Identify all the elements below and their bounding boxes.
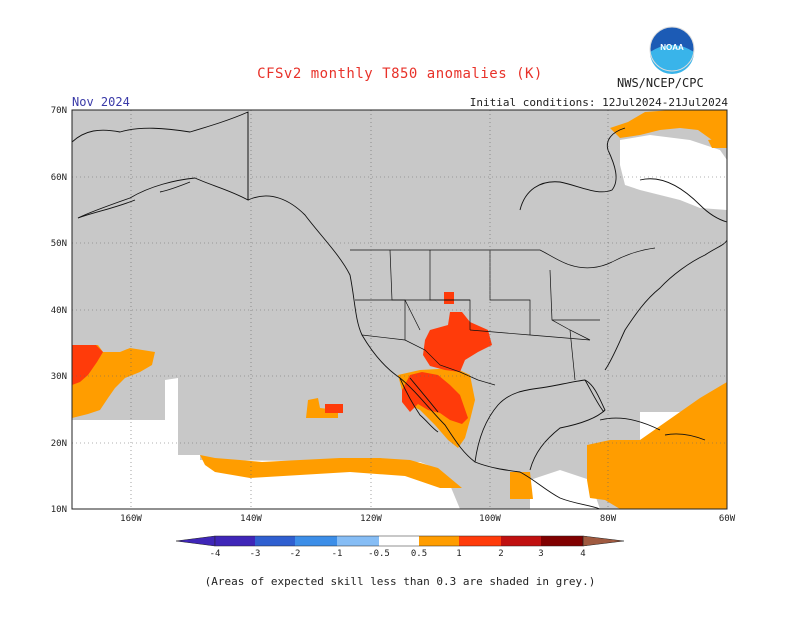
anomaly-regions <box>72 110 727 509</box>
coastline-east-coast <box>604 239 728 371</box>
colorbar-label: -2 <box>290 549 301 559</box>
colorbar-swatch <box>295 536 337 546</box>
lat-label: 20N <box>51 439 67 449</box>
warm-0.5-1-hudson-strait <box>610 110 727 140</box>
political-borders <box>247 112 656 386</box>
colorbar-swatch <box>541 536 583 546</box>
warm-0.5-1-central-america <box>510 472 533 499</box>
colorbar-swatch <box>215 536 255 546</box>
noaa-logo-icon: NOAA <box>649 26 695 74</box>
white-area-caribbean-south <box>530 470 600 509</box>
coastline-aleutians <box>77 181 191 219</box>
colorbar-label: -0.5 <box>368 549 390 559</box>
colorbar: -4 -3 -2 -1 -0.5 0.5 1 2 3 4 <box>175 535 625 559</box>
latitude-labels: 70N 60N 50N 40N 30N 20N 10N <box>51 106 67 515</box>
colorbar-label: 2 <box>498 549 503 559</box>
white-area-pacific-south <box>72 378 460 509</box>
lat-label: 40N <box>51 306 67 316</box>
colorbar-label: 1 <box>456 549 461 559</box>
coastline-florida <box>584 379 605 413</box>
colorbar-outline <box>214 535 584 547</box>
colorbar-swatch <box>459 536 501 546</box>
colorbar-swatch <box>255 536 295 546</box>
warm-1-2-northern-mexico <box>402 372 468 424</box>
warm-0.5-1-hudson-strait-east <box>708 138 727 148</box>
colorbar-label: 0.5 <box>411 549 427 559</box>
colorbar-swatch <box>419 536 459 546</box>
lon-label: 140W <box>240 514 262 524</box>
white-area-atlantic-north <box>620 135 727 210</box>
lon-label: 160W <box>120 514 142 524</box>
colorbar-arrow-low <box>175 535 216 547</box>
coastline-labrador <box>639 178 728 223</box>
coastline-cuba <box>599 417 661 431</box>
warm-0.5-1-eastern-pacific-band <box>200 455 462 488</box>
coastline-hispaniola <box>664 433 706 441</box>
lon-label: 120W <box>360 514 382 524</box>
grid <box>72 110 727 509</box>
colorbar-arrow-high <box>582 535 625 547</box>
coastline-west-coast <box>247 195 601 510</box>
map-frame <box>71 109 728 510</box>
warm-0.5-1-caribbean <box>587 382 727 509</box>
noaa-logo-text: NOAA <box>660 43 684 52</box>
coastlines <box>71 111 728 510</box>
lon-label: 100W <box>479 514 501 524</box>
initial-conditions: Initial conditions: 12Jul2024-21Jul2024 <box>469 96 728 109</box>
white-areas <box>72 135 727 509</box>
colorbar-swatch <box>379 536 419 546</box>
warm-1-2-isolated-patch <box>325 404 343 413</box>
colorbar-label: -3 <box>250 549 261 559</box>
border-states-2 <box>355 299 600 381</box>
warm-1-2-colorado-patch <box>444 292 454 304</box>
lat-label: 10N <box>51 505 67 515</box>
warm-1-2-southwest-us <box>423 312 492 372</box>
colorbar-swatch <box>501 536 541 546</box>
lat-label: 60N <box>51 173 67 183</box>
lat-label: 30N <box>51 372 67 382</box>
coastline-baja <box>399 377 439 433</box>
organization-label: NWS/NCEP/CPC <box>617 76 704 90</box>
colorbar-label: 4 <box>580 549 585 559</box>
lon-label: 60W <box>719 514 736 524</box>
border-us-canada <box>350 247 656 269</box>
colorbar-swatch <box>337 536 379 546</box>
warm-1-2-pacific-southwest <box>72 345 103 385</box>
colorbar-label: 3 <box>538 549 543 559</box>
chart-title: CFSv2 monthly T850 anomalies (K) <box>257 66 543 82</box>
lat-label: 70N <box>51 106 67 116</box>
lat-label: 50N <box>51 239 67 249</box>
colorbar-label: -1 <box>332 549 343 559</box>
lon-label: 80W <box>600 514 617 524</box>
forecast-month: Nov 2024 <box>72 95 130 109</box>
longitude-labels: 160W 140W 120W 100W 80W 60W <box>120 514 736 524</box>
coastline-hudson-bay <box>519 127 626 211</box>
colorbar-label: -4 <box>210 549 221 559</box>
skill-note: (Areas of expected skill less than 0.3 a… <box>204 575 596 588</box>
